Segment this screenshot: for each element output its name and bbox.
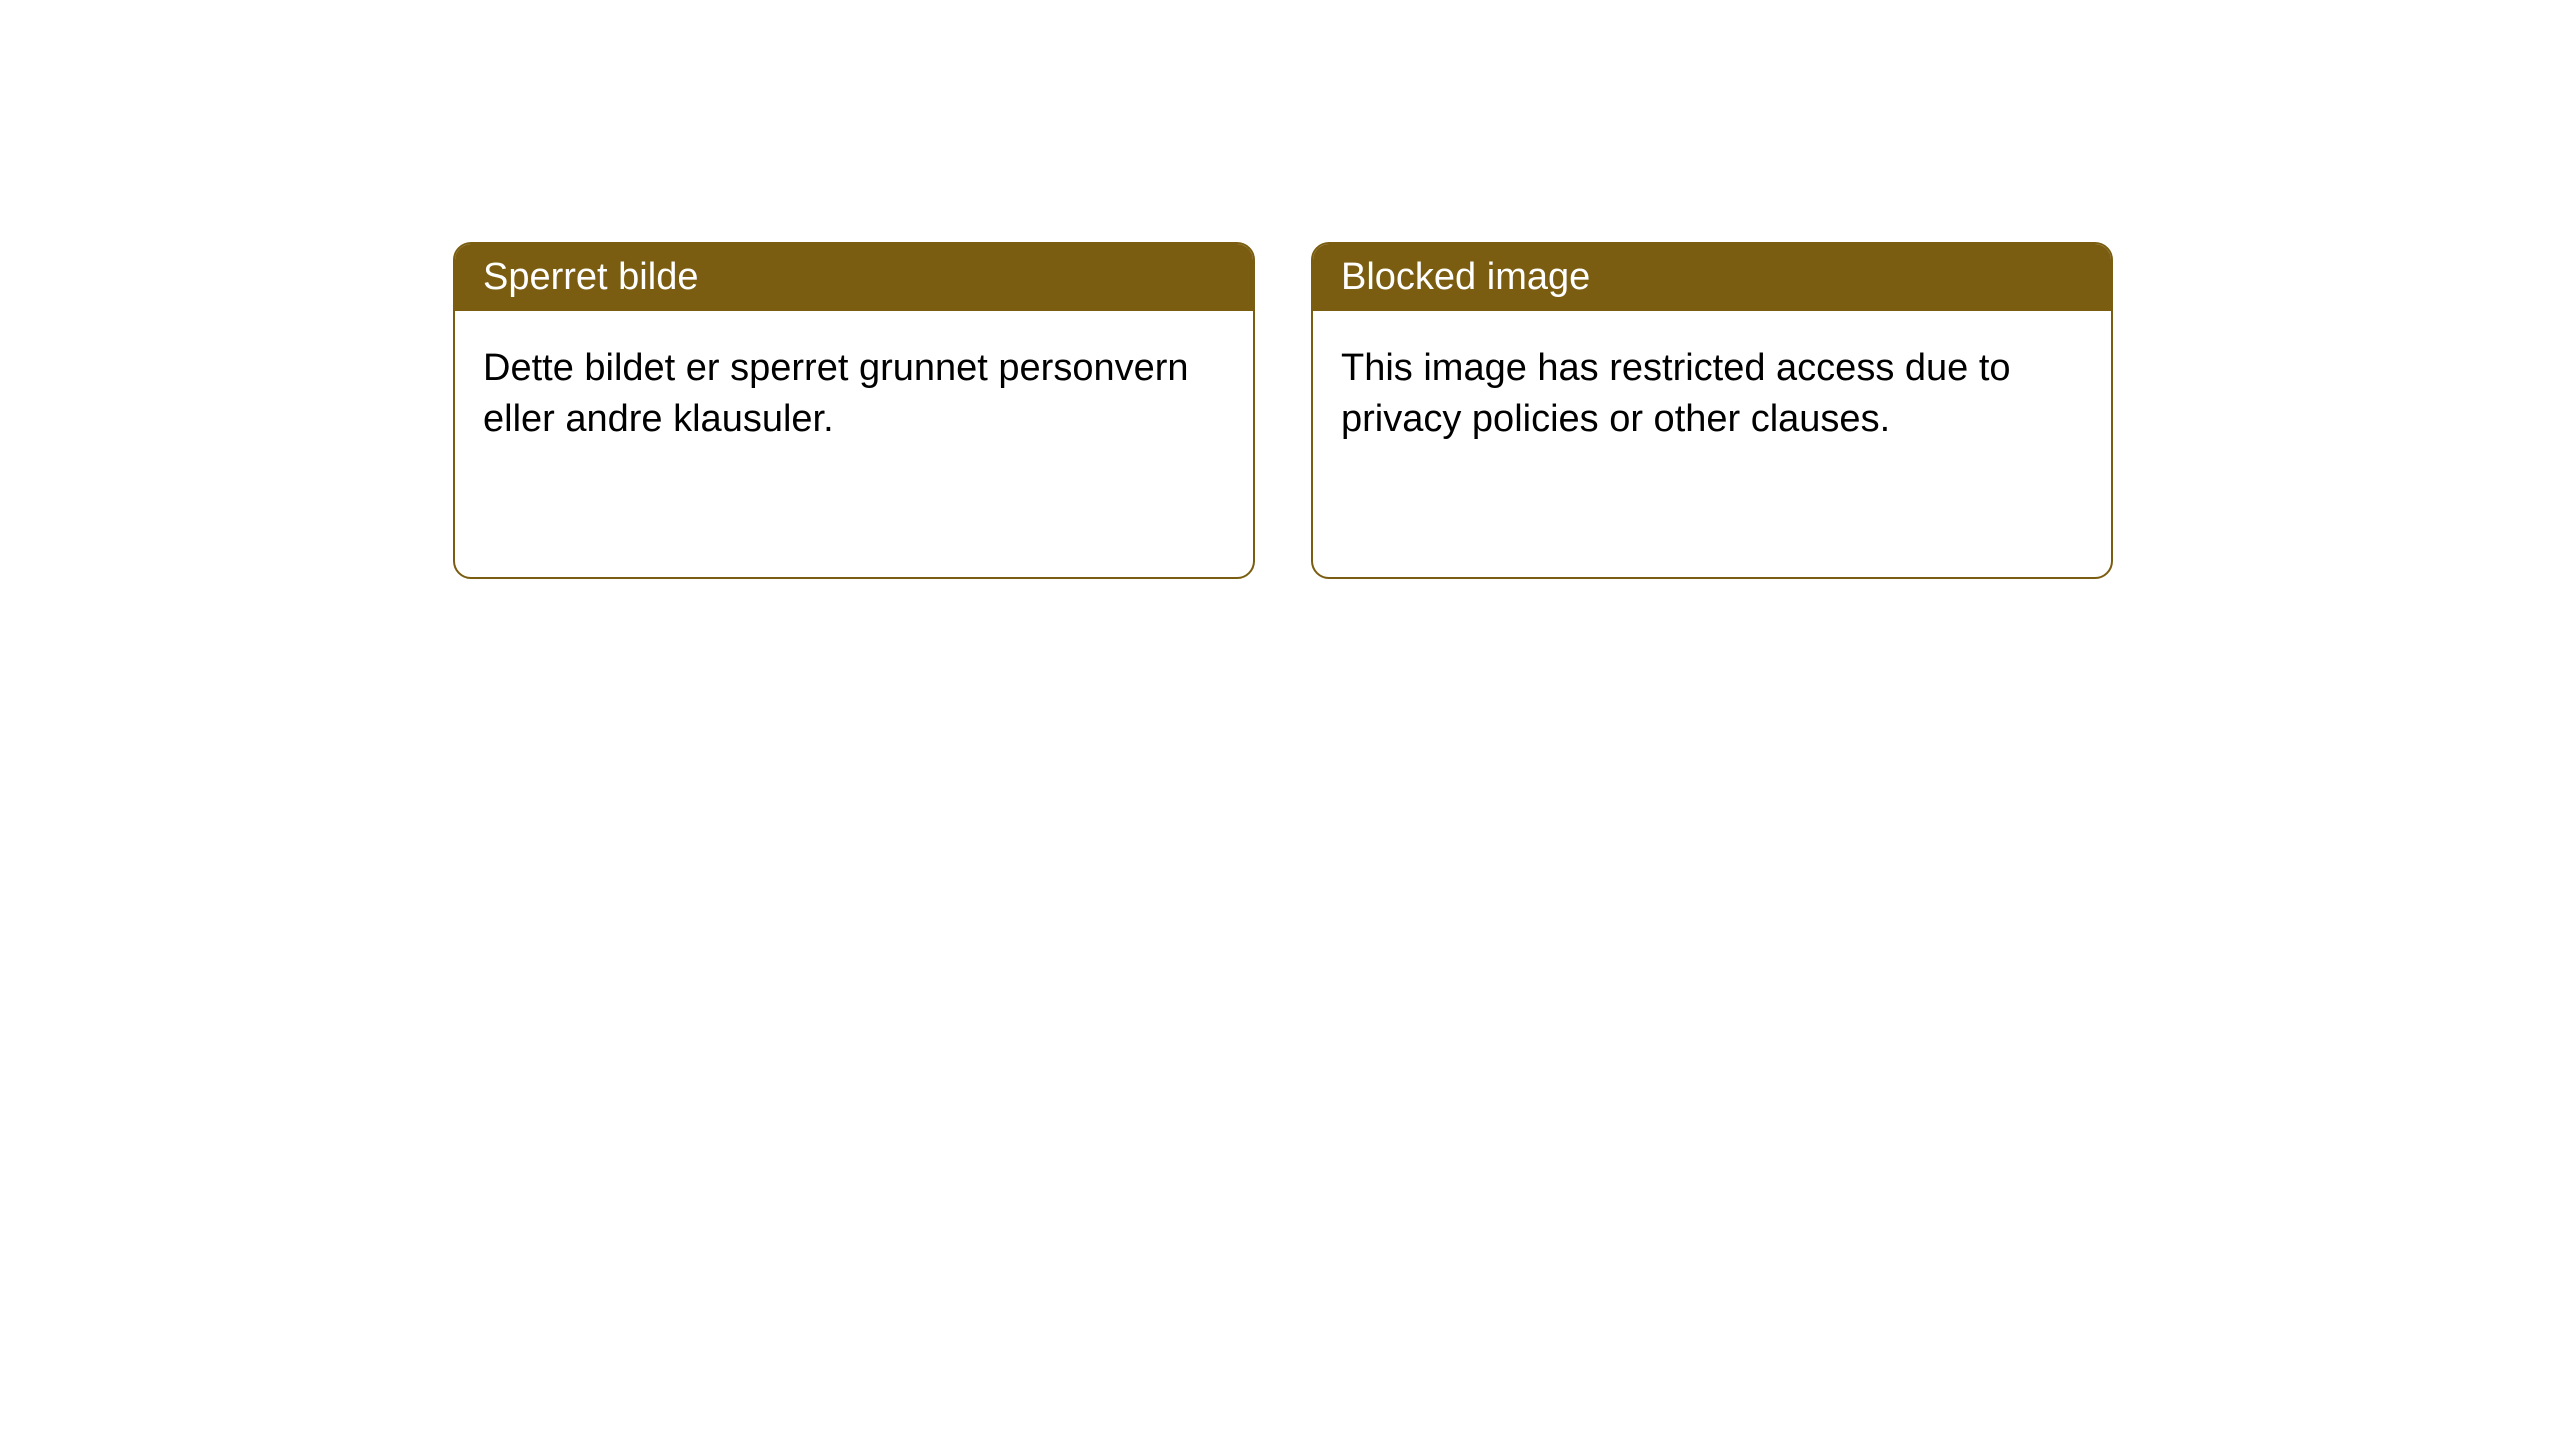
notice-cards-container: Sperret bilde Dette bildet er sperret gr… (453, 242, 2113, 579)
card-body: Dette bildet er sperret grunnet personve… (455, 311, 1253, 478)
card-header: Sperret bilde (455, 244, 1253, 311)
blocked-image-card-en: Blocked image This image has restricted … (1311, 242, 2113, 579)
card-title: Blocked image (1341, 256, 1590, 298)
card-header: Blocked image (1313, 244, 2111, 311)
card-message: This image has restricted access due to … (1341, 347, 2011, 440)
card-message: Dette bildet er sperret grunnet personve… (483, 347, 1189, 440)
card-title: Sperret bilde (483, 256, 698, 298)
card-body: This image has restricted access due to … (1313, 311, 2111, 478)
blocked-image-card-no: Sperret bilde Dette bildet er sperret gr… (453, 242, 1255, 579)
